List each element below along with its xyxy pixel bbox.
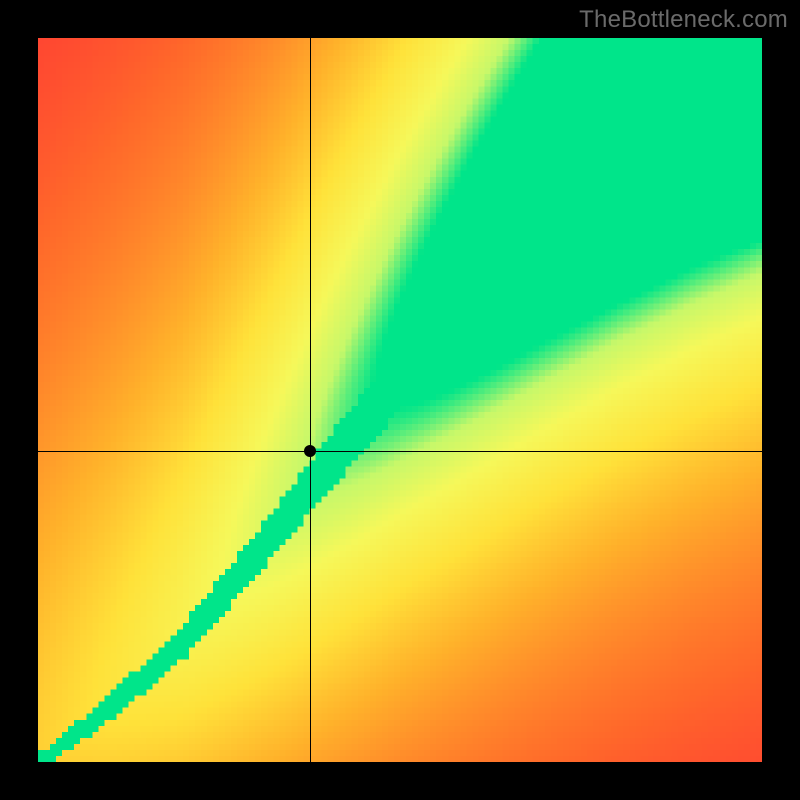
crosshair-vertical (310, 38, 311, 762)
crosshair-horizontal (38, 451, 762, 452)
heatmap-canvas (38, 38, 762, 762)
heatmap-plot-area (38, 38, 762, 762)
crosshair-marker[interactable] (304, 445, 316, 457)
watermark-text: TheBottleneck.com (579, 6, 788, 34)
chart-container: TheBottleneck.com (0, 0, 800, 800)
